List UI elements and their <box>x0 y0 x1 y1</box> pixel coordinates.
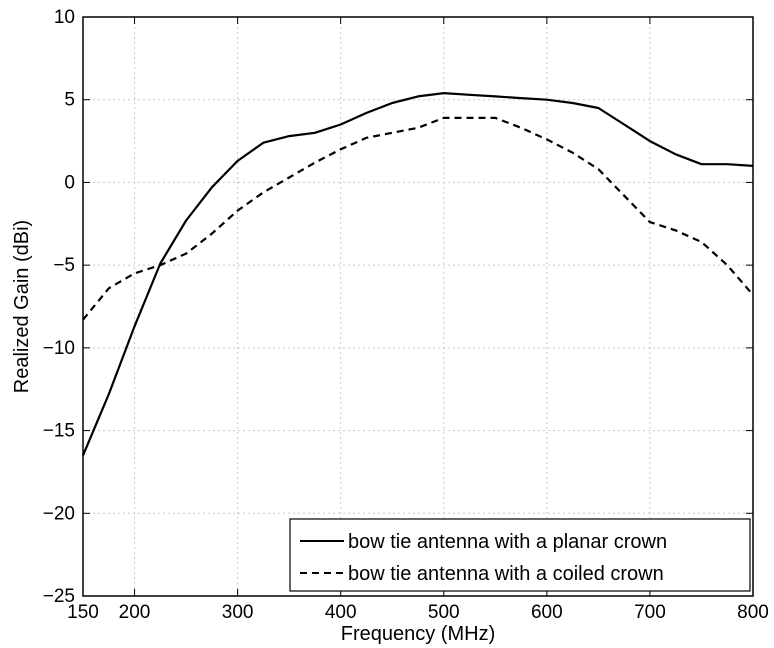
series-line-planar-crown <box>81 91 754 456</box>
tick-labels: 150 200 300 400 500 600 700 800 10 5 0 −5 −10 −15 −20 −… <box>43 7 769 623</box>
legend-entry-planar-crown: bow tie antenna with a planar crown <box>348 531 667 553</box>
legend: bow tie antenna with a planar crown bow … <box>289 518 751 592</box>
x-tick-label: 800 <box>737 602 769 623</box>
grid <box>83 17 753 596</box>
legend-box <box>289 518 751 592</box>
x-tick-label: 600 <box>531 602 563 623</box>
plot-area-frame <box>82 16 754 597</box>
series-line-coiled-crown <box>82 116 754 321</box>
y-tick-label: 10 <box>54 7 75 28</box>
x-tick-label: 150 <box>67 602 99 623</box>
x-tick-label: 200 <box>119 602 151 623</box>
y-tick-label: 0 <box>64 172 75 193</box>
y-tick-label: −20 <box>43 503 75 524</box>
y-tick-label: −10 <box>43 338 75 359</box>
x-tick-label: 700 <box>634 602 666 623</box>
y-tick-label: −5 <box>53 255 75 276</box>
axis-ticks <box>82 16 754 597</box>
x-tick-label: 400 <box>325 602 357 623</box>
x-axis-label: Frequency (MHz) <box>341 623 495 645</box>
legend-entry-coiled-crown: bow tie antenna with a coiled crown <box>348 563 664 585</box>
x-tick-label: 500 <box>428 602 460 623</box>
y-axis-label: Realized Gain (dBi) <box>11 220 33 393</box>
series-lines <box>81 91 754 456</box>
y-tick-label: −15 <box>43 421 75 442</box>
y-tick-label: 5 <box>64 90 75 111</box>
x-tick-label: 300 <box>222 602 254 623</box>
y-tick-label: −25 <box>43 586 75 607</box>
